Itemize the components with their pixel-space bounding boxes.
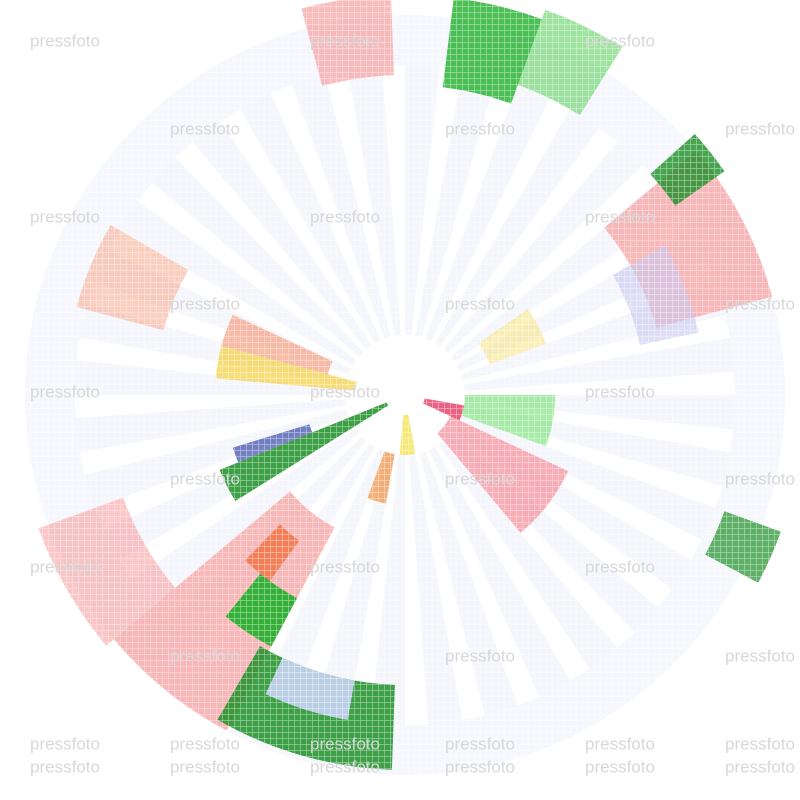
watermark: pressfoto [445, 119, 515, 138]
watermark: pressfoto [170, 294, 240, 313]
wedge-texture [152, 157, 364, 357]
wedge-texture [232, 424, 313, 463]
wedge-texture [131, 428, 360, 608]
wedge-texture [192, 121, 372, 350]
watermark: pressfoto [585, 557, 655, 576]
wedge-texture [245, 524, 300, 582]
wedge-texture [464, 337, 735, 391]
watermark: pressfoto [30, 207, 100, 226]
wedge-texture [443, 142, 643, 354]
watermark: pressfoto [445, 757, 515, 776]
wedge-texture [76, 225, 189, 331]
watermark: pressfoto [310, 557, 380, 576]
wedge-texture [265, 657, 355, 720]
wedge-texture [225, 573, 298, 647]
watermark: pressfoto [445, 734, 515, 753]
watermark: pressfoto [585, 757, 655, 776]
wedge-texture [75, 360, 346, 395]
watermark: pressfoto [310, 207, 380, 226]
background-rings [25, 14, 786, 775]
wedge-texture [221, 314, 333, 375]
wedge-texture [292, 74, 391, 339]
watermark: pressfoto [725, 119, 795, 138]
wedge-texture [409, 454, 463, 725]
wedge-texture [215, 345, 357, 391]
watermark: pressfoto [585, 382, 655, 401]
watermarks: pressfoto pressfoto pressfoto pressfoto pres… [30, 31, 795, 776]
watermark: pressfoto [310, 382, 380, 401]
wedge-texture [612, 245, 699, 346]
wedge-texture [442, 0, 542, 104]
wedge-texture [415, 70, 496, 338]
wedge-texture [219, 402, 389, 501]
watermark: pressfoto [30, 734, 100, 753]
wedge-texture [301, 0, 394, 86]
watermark: pressfoto [725, 757, 795, 776]
watermark: pressfoto [725, 469, 795, 488]
wedge-texture [517, 9, 623, 116]
wedge-texture [461, 395, 555, 447]
wedges [38, 0, 781, 770]
watermark: pressfoto [445, 646, 515, 665]
wedge-texture [38, 497, 176, 646]
wedge-texture [75, 399, 346, 453]
wedge-texture [438, 440, 618, 669]
watermark: pressfoto [170, 757, 240, 776]
wedge-texture [435, 109, 599, 347]
wedge-texture [429, 446, 570, 697]
watermark: pressfoto [445, 294, 515, 313]
wedge-texture [419, 451, 518, 716]
wedge-texture [260, 448, 385, 706]
wedge-texture [425, 84, 550, 342]
watermark: pressfoto [585, 207, 655, 226]
watermark: pressfoto [725, 646, 795, 665]
wedge-texture [437, 416, 569, 533]
watermark: pressfoto [30, 382, 100, 401]
watermark: pressfoto [725, 294, 795, 313]
wedge-texture [347, 65, 401, 336]
wedge-texture [423, 398, 465, 421]
watermark: pressfoto [310, 734, 380, 753]
wedge-texture [478, 308, 546, 365]
watermark: pressfoto [585, 734, 655, 753]
watermark: pressfoto [170, 469, 240, 488]
wedge-texture [705, 511, 781, 583]
wedge-texture [367, 451, 395, 504]
wedge-texture [370, 454, 405, 725]
wedge-texture [650, 134, 725, 206]
wedge-texture [399, 414, 416, 455]
wedge-texture [405, 65, 440, 336]
watermark: pressfoto [30, 31, 100, 50]
watermark: pressfoto [170, 734, 240, 753]
wedge-texture [314, 452, 395, 720]
watermark: pressfoto [445, 469, 515, 488]
watermark: pressfoto [30, 557, 100, 576]
watermark: pressfoto [170, 646, 240, 665]
wedge-texture [119, 201, 357, 365]
watermark: pressfoto [725, 734, 795, 753]
watermark: pressfoto [310, 757, 380, 776]
wedge-texture [458, 415, 716, 540]
watermark: pressfoto [170, 119, 240, 138]
watermark: pressfoto [310, 31, 380, 50]
watermark: pressfoto [30, 757, 100, 776]
wedge-texture [240, 93, 381, 344]
watermark: pressfoto [585, 31, 655, 50]
